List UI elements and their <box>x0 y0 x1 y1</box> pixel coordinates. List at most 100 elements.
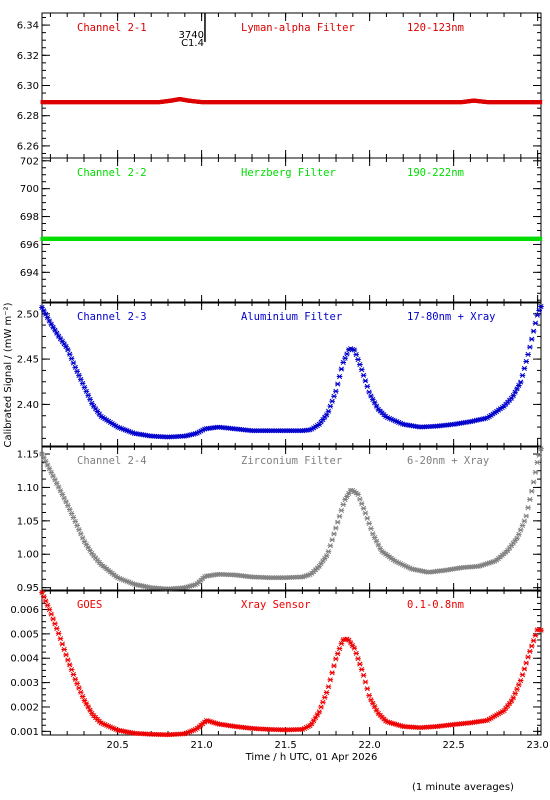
data-point <box>310 718 317 724</box>
data-point <box>68 510 75 517</box>
panel-name: Channel 2-3 <box>77 311 147 323</box>
panel-band: 0.1-0.8nm <box>407 599 464 611</box>
data-point <box>323 689 330 696</box>
data-point <box>78 531 84 537</box>
data-point <box>83 388 90 394</box>
data-point <box>371 400 378 406</box>
data-point <box>320 699 326 705</box>
data-point <box>321 555 328 561</box>
data-point <box>377 546 384 552</box>
data-point <box>325 408 332 414</box>
data-point <box>357 361 363 368</box>
data-point <box>358 666 365 672</box>
data-point <box>42 598 49 604</box>
data-point <box>371 534 378 541</box>
data-point <box>53 330 60 336</box>
data-point <box>370 531 376 537</box>
data-point <box>318 561 324 567</box>
panel-filter: Aluminium Filter <box>241 311 342 323</box>
y-tick-label: 0.006 <box>10 605 39 616</box>
data-point <box>52 477 58 483</box>
panel-name: GOES <box>77 599 102 611</box>
data-point <box>39 589 45 595</box>
data-point <box>81 384 88 390</box>
data-point <box>331 393 337 399</box>
data-point <box>39 304 45 310</box>
x-tick-label: 23.0 <box>527 740 549 751</box>
data-point <box>90 403 97 409</box>
data-point <box>76 685 82 691</box>
data-point <box>523 358 530 365</box>
data-point <box>74 522 80 529</box>
x-tick-label: 21.0 <box>190 740 212 751</box>
data-point <box>63 652 69 658</box>
data-point <box>327 403 334 409</box>
data-point <box>61 646 67 653</box>
data-point <box>70 514 77 521</box>
data-point <box>329 670 335 676</box>
data-point <box>320 558 326 564</box>
data-point <box>538 627 544 633</box>
data-point <box>532 469 539 475</box>
data-point <box>41 308 47 314</box>
data-point <box>517 379 524 385</box>
data-point <box>523 660 530 666</box>
data-point <box>539 100 543 105</box>
data-point <box>65 657 71 663</box>
data-point <box>316 563 323 569</box>
y-tick-label: 6.28 <box>17 111 39 122</box>
data-point <box>364 515 371 521</box>
data-point <box>65 347 71 353</box>
data-point <box>46 607 53 613</box>
series-points <box>39 303 544 440</box>
data-point <box>519 672 526 678</box>
data-point <box>312 715 319 721</box>
data-point <box>72 364 79 370</box>
data-point <box>510 393 517 399</box>
data-point <box>368 526 374 532</box>
panel-name: Channel 2-4 <box>77 455 147 467</box>
y-tick-label: 6.30 <box>17 81 39 92</box>
data-point <box>42 458 49 464</box>
data-point <box>81 539 88 545</box>
data-point <box>525 505 531 511</box>
data-point <box>52 621 58 627</box>
data-point <box>61 341 67 347</box>
data-point <box>63 344 69 350</box>
data-point <box>334 519 341 525</box>
data-point <box>508 698 515 704</box>
y-tick-label: 1.00 <box>17 550 39 561</box>
data-point <box>76 527 82 533</box>
data-point <box>530 479 537 485</box>
data-point <box>370 396 376 402</box>
y-tick-label: 700 <box>20 184 39 195</box>
data-point <box>53 480 60 486</box>
panel-frame <box>41 157 542 304</box>
data-point <box>344 351 350 357</box>
data-point <box>349 643 356 649</box>
data-point <box>368 393 374 399</box>
series-points <box>40 97 543 105</box>
data-point <box>59 641 66 647</box>
data-point <box>333 525 339 531</box>
data-point <box>366 389 372 395</box>
data-point <box>42 311 49 317</box>
data-point <box>353 352 359 358</box>
data-point <box>517 527 524 533</box>
data-point <box>78 689 84 695</box>
panel-filter: Lyman-alpha Filter <box>241 22 355 34</box>
data-point <box>74 368 80 374</box>
flare-marker-label-bottom: C1.4 <box>181 38 204 49</box>
data-point <box>340 359 347 366</box>
data-point <box>360 372 367 378</box>
data-point <box>364 383 371 389</box>
data-point <box>39 451 45 457</box>
data-point <box>46 318 53 324</box>
data-point <box>72 676 79 682</box>
data-point <box>72 518 79 525</box>
series-points <box>39 446 544 592</box>
panel-band: 6-20nm + Xray <box>407 455 489 467</box>
x-tick-label: 20.5 <box>106 740 128 751</box>
data-point <box>321 694 328 700</box>
panel-frame <box>41 12 542 159</box>
